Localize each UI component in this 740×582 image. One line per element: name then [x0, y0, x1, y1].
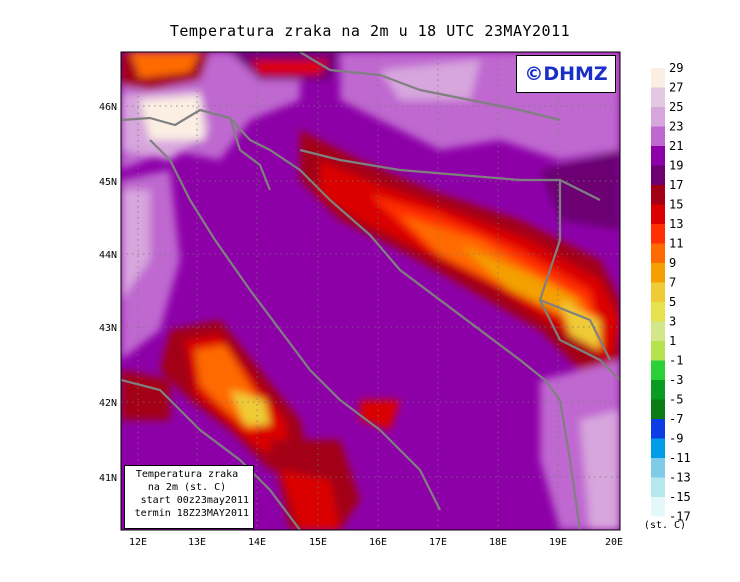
lon-label: 20E	[605, 537, 623, 548]
colorbar-swatch	[651, 360, 665, 380]
info-line-2: na 2m (st. C)	[147, 482, 227, 493]
colorbar-swatch	[651, 263, 665, 283]
colorbar-level-label: 3	[669, 315, 676, 329]
colorbar-swatch	[651, 321, 665, 341]
colorbar-level-label: -3	[669, 373, 683, 387]
colorbar-level-label: -9	[669, 432, 683, 446]
lon-label: 15E	[309, 537, 327, 548]
colorbar-swatch	[651, 107, 665, 127]
colorbar-swatch	[651, 146, 665, 166]
colorbar-level-label: -7	[669, 412, 683, 426]
colorbar-level-label: 27	[669, 81, 683, 95]
lat-label: 44N	[99, 250, 117, 261]
colorbar-swatch	[651, 458, 665, 478]
colorbar-level-label: -17	[669, 510, 691, 524]
info-line-4: termin 18Z23MAY2011	[134, 508, 249, 519]
info-box: Temperatura zraka na 2m (st. C) start 00…	[124, 465, 254, 529]
colorbar-swatch	[651, 341, 665, 361]
colorbar-swatch	[651, 165, 665, 185]
colorbar-swatch	[651, 438, 665, 458]
colorbar-swatch	[651, 224, 665, 244]
colorbar-level-label: 13	[669, 217, 683, 231]
colorbar-swatch	[651, 497, 665, 517]
colorbar-level-label: 29	[669, 61, 683, 75]
dhmz-logo: ©DHMZ	[516, 55, 616, 93]
colorbar-level-label: 1	[669, 334, 676, 348]
colorbar-swatch	[651, 399, 665, 419]
colorbar-swatch	[651, 185, 665, 205]
colorbar-level-label: -5	[669, 393, 683, 407]
latitude-axis: 46N 45N 44N 43N 42N 41N	[99, 102, 117, 484]
colorbar-swatch	[651, 243, 665, 263]
colorbar-swatch	[651, 126, 665, 146]
lon-label: 14E	[248, 537, 266, 548]
colorbar-swatch	[651, 282, 665, 302]
colorbar-level-label: 25	[669, 100, 683, 114]
colorbar-swatch	[651, 477, 665, 497]
colorbar-level-label: 9	[669, 256, 676, 270]
colorbar-level-label: 21	[669, 139, 683, 153]
colorbar-level-label: -15	[669, 490, 691, 504]
colorbar-swatch	[651, 87, 665, 107]
lat-label: 45N	[99, 177, 117, 188]
colorbar-level-label: 15	[669, 198, 683, 212]
colorbar-level-label: 19	[669, 159, 683, 173]
longitude-axis: 12E 13E 14E 15E 16E 17E 18E 19E 20E	[129, 537, 623, 548]
colorbar-swatch	[651, 204, 665, 224]
colorbar-level-label: -1	[669, 354, 683, 368]
lon-label: 19E	[549, 537, 567, 548]
colorbar-swatch	[651, 302, 665, 322]
colorbar-level-label: 5	[669, 295, 676, 309]
colorbar-level-label: -13	[669, 471, 691, 485]
lat-label: 42N	[99, 398, 117, 409]
colorbar-swatch	[651, 68, 665, 88]
info-line-1: Temperatura zraka	[135, 469, 239, 480]
colorbar-unit: (st. C)	[644, 520, 686, 531]
lon-label: 13E	[188, 537, 206, 548]
colorbar: 29 27 25 23 21 19 17 15 13 11 9 7 5 3 1 -1 -3 -5 -7 -9 -11 -1…	[651, 61, 691, 524]
lon-label: 12E	[129, 537, 147, 548]
colorbar-level-label: 17	[669, 178, 683, 192]
colorbar-level-label: -11	[669, 451, 691, 465]
lon-label: 18E	[489, 537, 507, 548]
colorbar-level-label: 23	[669, 120, 683, 134]
info-line-3: start 00z23may2011	[140, 495, 249, 506]
colorbar-swatch	[651, 380, 665, 400]
lon-label: 16E	[369, 537, 387, 548]
colorbar-swatch	[651, 419, 665, 439]
map-frame	[120, 51, 621, 531]
map-title: Temperatura zraka na 2m u 18 UTC 23MAY20…	[169, 22, 571, 40]
colorbar-level-label: 11	[669, 237, 683, 251]
lat-label: 46N	[99, 102, 117, 113]
lat-label: 43N	[99, 323, 117, 334]
colorbar-level-label: 7	[669, 276, 676, 290]
lon-label: 17E	[429, 537, 447, 548]
temperature-field	[121, 52, 620, 530]
lat-label: 41N	[99, 473, 117, 484]
